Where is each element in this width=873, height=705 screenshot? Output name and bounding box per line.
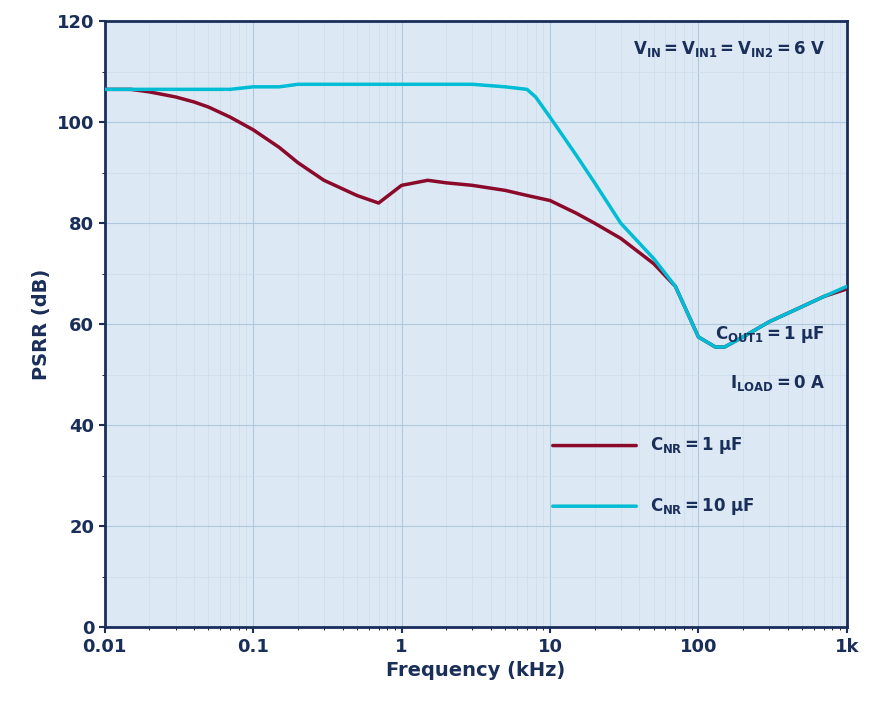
X-axis label: Frequency (kHz): Frequency (kHz) bbox=[386, 661, 566, 680]
Text: $\mathbf{C_{NR} = 1\ \mu F}$: $\mathbf{C_{NR} = 1\ \mu F}$ bbox=[650, 435, 743, 456]
Text: $\mathbf{C_{OUT1} = 1\ \mu F}$: $\mathbf{C_{OUT1} = 1\ \mu F}$ bbox=[715, 324, 824, 345]
Text: $\mathbf{V_{IN} = V_{IN1} = V_{IN2} = 6\ V}$: $\mathbf{V_{IN} = V_{IN1} = V_{IN2} = 6\… bbox=[633, 39, 824, 59]
Y-axis label: PSRR (dB): PSRR (dB) bbox=[32, 269, 52, 380]
Text: $\mathbf{I_{LOAD} = 0\ A}$: $\mathbf{I_{LOAD} = 0\ A}$ bbox=[730, 373, 824, 393]
Text: $\mathbf{C_{NR} = 10\ \mu F}$: $\mathbf{C_{NR} = 10\ \mu F}$ bbox=[650, 496, 754, 517]
